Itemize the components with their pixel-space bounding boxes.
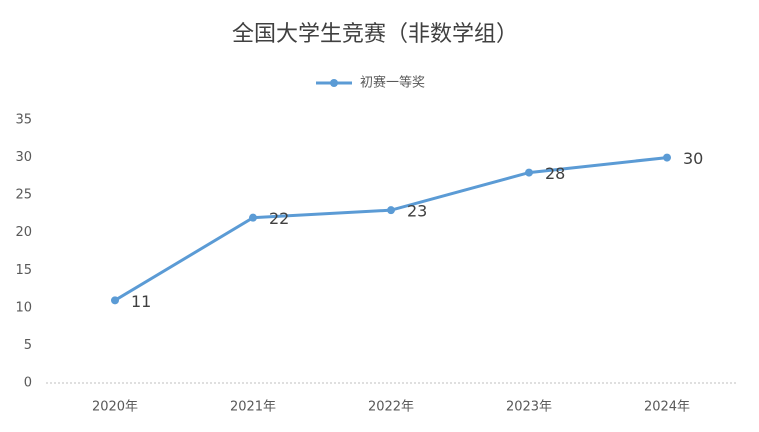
data-point <box>249 213 257 222</box>
data-label: 11 <box>131 292 151 311</box>
x-tick-label: 2023年 <box>506 400 552 415</box>
data-label: 28 <box>545 164 565 183</box>
x-tick-label: 2020年 <box>92 400 138 415</box>
data-point <box>387 206 395 215</box>
y-tick-label: 0 <box>24 376 32 391</box>
y-tick-label: 25 <box>15 188 32 203</box>
data-label: 30 <box>683 149 703 168</box>
x-tick-label: 2022年 <box>368 400 414 415</box>
y-tick-label: 35 <box>15 113 32 128</box>
data-point <box>111 296 119 305</box>
x-tick-label: 2024年 <box>644 400 690 415</box>
chart-title: 全国大学生竞赛（非数学组） <box>232 22 518 47</box>
y-tick-label: 30 <box>15 150 32 165</box>
data-label: 22 <box>269 209 289 228</box>
legend-marker <box>330 79 338 87</box>
y-tick-label: 5 <box>24 338 32 353</box>
data-label: 23 <box>407 202 427 221</box>
x-tick-label: 2021年 <box>230 400 276 415</box>
series-line <box>114 156 668 302</box>
y-tick-label: 20 <box>15 225 32 240</box>
legend-label: 初赛一等奖 <box>360 75 425 91</box>
y-tick-label: 15 <box>15 263 32 278</box>
y-tick-label: 10 <box>15 300 32 315</box>
data-point <box>663 153 671 162</box>
data-point <box>525 168 533 177</box>
